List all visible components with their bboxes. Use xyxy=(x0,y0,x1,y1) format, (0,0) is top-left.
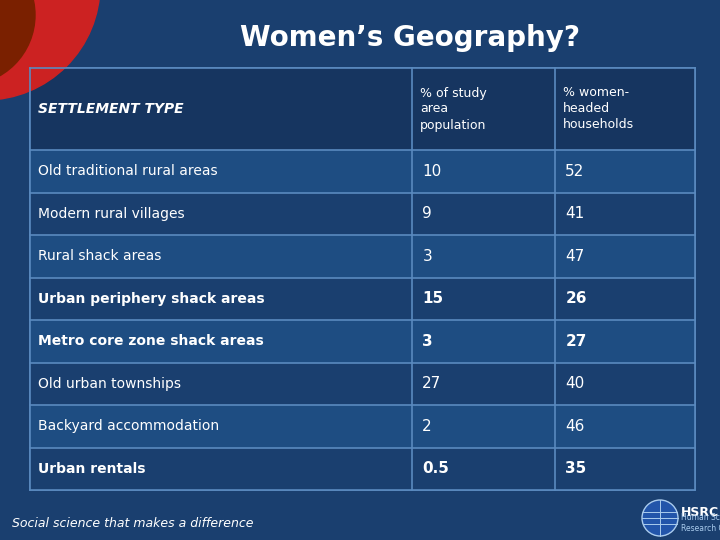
Text: 41: 41 xyxy=(565,206,585,221)
Text: Old urban townships: Old urban townships xyxy=(38,377,181,391)
Bar xyxy=(30,235,695,278)
Text: 35: 35 xyxy=(565,461,587,476)
Text: 40: 40 xyxy=(565,376,585,392)
Text: Human Sciences
Research Council: Human Sciences Research Council xyxy=(681,513,720,533)
Text: 46: 46 xyxy=(565,418,585,434)
Text: HSRC: HSRC xyxy=(681,505,719,518)
Bar xyxy=(30,362,695,405)
Text: Old traditional rural areas: Old traditional rural areas xyxy=(38,164,217,178)
Text: SETTLEMENT TYPE: SETTLEMENT TYPE xyxy=(38,102,184,116)
Text: 10: 10 xyxy=(423,164,441,179)
Circle shape xyxy=(0,0,35,85)
Bar xyxy=(30,448,695,490)
Text: 52: 52 xyxy=(565,164,585,179)
Text: Social science that makes a difference: Social science that makes a difference xyxy=(12,517,253,530)
Bar xyxy=(30,68,695,490)
Text: 15: 15 xyxy=(423,291,444,306)
Text: 9: 9 xyxy=(423,206,432,221)
Text: 27: 27 xyxy=(565,334,587,349)
Text: 27: 27 xyxy=(423,376,441,392)
Text: 2: 2 xyxy=(423,418,432,434)
Bar xyxy=(30,68,695,150)
Text: 26: 26 xyxy=(565,291,587,306)
Text: 3: 3 xyxy=(423,334,433,349)
Text: Modern rural villages: Modern rural villages xyxy=(38,207,184,221)
Text: Urban rentals: Urban rentals xyxy=(38,462,145,476)
Text: 47: 47 xyxy=(565,249,585,264)
Text: Rural shack areas: Rural shack areas xyxy=(38,249,161,263)
Circle shape xyxy=(0,0,100,100)
Text: Urban periphery shack areas: Urban periphery shack areas xyxy=(38,292,265,306)
Bar xyxy=(30,278,695,320)
Bar xyxy=(30,192,695,235)
Bar xyxy=(30,405,695,448)
Text: 0.5: 0.5 xyxy=(423,461,449,476)
Bar xyxy=(30,320,695,362)
Text: % of study
area
population: % of study area population xyxy=(420,86,487,132)
Text: Women’s Geography?: Women’s Geography? xyxy=(240,24,580,52)
Bar xyxy=(30,150,695,192)
Text: Backyard accommodation: Backyard accommodation xyxy=(38,419,219,433)
Text: 3: 3 xyxy=(423,249,432,264)
Text: Metro core zone shack areas: Metro core zone shack areas xyxy=(38,334,264,348)
Circle shape xyxy=(642,500,678,536)
Text: % women-
headed
households: % women- headed households xyxy=(563,86,634,132)
